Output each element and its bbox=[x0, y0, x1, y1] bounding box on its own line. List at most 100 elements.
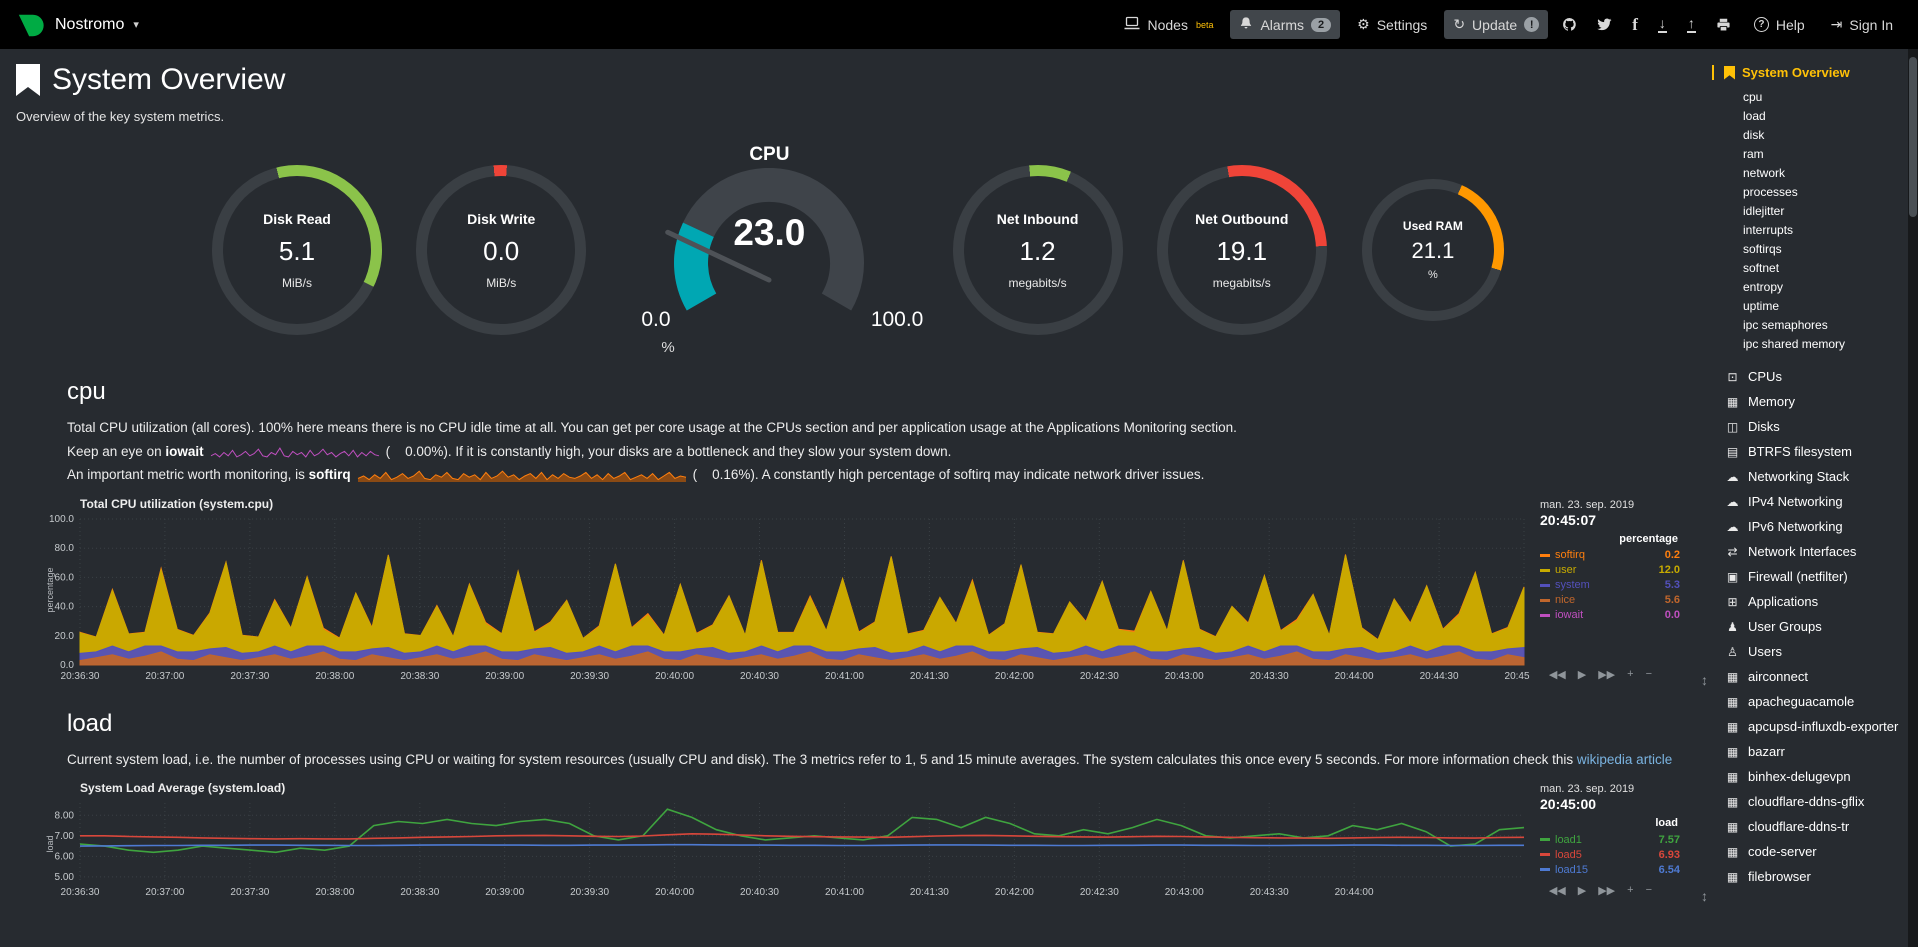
legend-row-iowait[interactable]: iowait 0.0 bbox=[1540, 608, 1680, 623]
sidebar-item-ipc-semaphores[interactable]: ipc semaphores bbox=[1743, 318, 1828, 332]
pan-forward-button[interactable]: ▶▶ bbox=[1598, 668, 1616, 681]
sidebar-item-user-groups[interactable]: ♟ User Groups bbox=[1725, 614, 1904, 639]
sidebar-item-filebrowser[interactable]: ▦ filebrowser bbox=[1725, 864, 1904, 889]
sidebar-item-bazarr[interactable]: ▦ bazarr bbox=[1725, 739, 1904, 764]
upload-snapshot-icon[interactable]: ↑ bbox=[1686, 14, 1696, 33]
gauge-unit: % bbox=[1428, 269, 1438, 281]
sidebar-item-apcupsd-influxdb-exporter[interactable]: ▦ apcupsd-influxdb-exporter bbox=[1725, 714, 1904, 739]
iowait-sparkline[interactable] bbox=[210, 446, 380, 459]
applications-icon: ⊞ bbox=[1727, 594, 1738, 609]
gauge-chart-net-inbound[interactable]: Net Inbound 1.2 megabits/s bbox=[952, 165, 1124, 335]
pan-backward-button[interactable]: ◀◀ bbox=[1548, 668, 1566, 681]
metric-name: softirq bbox=[308, 467, 351, 483]
legend-row-system[interactable]: system 5.3 bbox=[1540, 578, 1680, 593]
pan-forward-button[interactable]: ▶▶ bbox=[1598, 885, 1616, 898]
facebook-icon[interactable]: f bbox=[1632, 14, 1638, 34]
y-axis-label: load bbox=[45, 835, 55, 853]
text: ( 0.00%). If it is constantly high, your… bbox=[385, 443, 952, 459]
legend-series-value: 6.93 bbox=[1658, 848, 1680, 861]
sidebar-item-binhex-delugevpn[interactable]: ▦ binhex-delugevpn bbox=[1725, 764, 1904, 789]
sidebar-item-cloudflare-ddns-gflix[interactable]: ▦ cloudflare-ddns-gflix bbox=[1725, 789, 1904, 814]
disk-icon: ◫ bbox=[1726, 419, 1739, 434]
print-icon[interactable] bbox=[1710, 14, 1737, 36]
sidebar-item-disks[interactable]: ◫ Disks bbox=[1725, 414, 1904, 439]
sidebar-item-label: apcupsd-influxdb-exporter bbox=[1748, 718, 1899, 734]
sidebar-item-label: bazarr bbox=[1748, 743, 1785, 759]
gauge-chart-cpu[interactable]: CPU 23.0 0.0 100.0 % bbox=[619, 144, 923, 356]
sidebar-item-airconnect[interactable]: ▦ airconnect bbox=[1725, 664, 1904, 689]
sidebar-item-code-server[interactable]: ▦ code-server bbox=[1725, 839, 1904, 864]
pan-backward-button[interactable]: ◀◀ bbox=[1548, 885, 1566, 898]
sidebar-item-cpu[interactable]: cpu bbox=[1743, 90, 1763, 104]
play-button[interactable]: ▶ bbox=[1577, 885, 1587, 898]
sidebar-item-cloudflare-ddns-tr[interactable]: ▦ cloudflare-ddns-tr bbox=[1725, 814, 1904, 839]
sidebar-item-softirqs[interactable]: softirqs bbox=[1743, 242, 1782, 256]
gauge-chart-net-outbound[interactable]: Net Outbound 19.1 megabits/s bbox=[1156, 165, 1328, 335]
svg-text:20:37:00: 20:37:00 bbox=[145, 887, 184, 898]
sidebar-item-softnet[interactable]: softnet bbox=[1743, 261, 1780, 275]
sidebar-item-processes[interactable]: processes bbox=[1743, 185, 1798, 199]
gauge-chart-disk-write[interactable]: Disk Write 0.0 MiB/s bbox=[415, 165, 587, 335]
sidebar-item-system-overview[interactable]: System Overview bbox=[1712, 65, 1904, 80]
page-scrollbar[interactable] bbox=[1908, 49, 1918, 947]
sidebar-item-firewall-netfilter-[interactable]: ▣ Firewall (netfilter) bbox=[1725, 564, 1904, 589]
alarms-button[interactable]: Alarms 2 bbox=[1230, 10, 1341, 39]
sidebar-item-interrupts[interactable]: interrupts bbox=[1743, 223, 1794, 237]
netdata-logo[interactable] bbox=[16, 10, 46, 40]
sidebar-item-apacheguacamole[interactable]: ▦ apacheguacamole bbox=[1725, 689, 1904, 714]
sidebar-sections: ⊡ CPUs ▦ Memory ◫ Disks ▤ BTRFS filesystem ☁ Netw… bbox=[1712, 364, 1904, 889]
legend-row-nice[interactable]: nice 5.6 bbox=[1540, 593, 1680, 608]
zoom-in-button[interactable]: + bbox=[1627, 667, 1634, 680]
twitter-icon[interactable] bbox=[1591, 14, 1618, 35]
legend-row-load1[interactable]: load1 7.57 bbox=[1540, 832, 1680, 847]
svg-text:20:40:00: 20:40:00 bbox=[655, 671, 694, 682]
legend-row-softirq[interactable]: softirq 0.2 bbox=[1540, 548, 1680, 563]
node-name-dropdown[interactable]: Nostromo bbox=[55, 15, 125, 33]
sidebar-item-networking-stack[interactable]: ☁ Networking Stack bbox=[1725, 464, 1904, 489]
sidebar-item-applications[interactable]: ⊞ Applications bbox=[1725, 589, 1904, 614]
nodes-button[interactable]: Nodes beta bbox=[1115, 10, 1222, 39]
sidebar-item-disk[interactable]: disk bbox=[1743, 128, 1765, 142]
sidebar-item-ipc-shared-memory[interactable]: ipc shared memory bbox=[1743, 337, 1846, 351]
sidebar-item-memory[interactable]: ▦ Memory bbox=[1725, 389, 1904, 414]
gauge-chart-used-ram[interactable]: Used RAM 21.1 % bbox=[1360, 179, 1506, 321]
svg-text:60.0: 60.0 bbox=[55, 572, 75, 583]
sidebar-item-idlejitter[interactable]: idlejitter bbox=[1743, 204, 1785, 218]
legend-row-user[interactable]: user 12.0 bbox=[1540, 563, 1680, 578]
zoom-in-button[interactable]: + bbox=[1627, 884, 1634, 897]
legend-row-load5[interactable]: load5 6.93 bbox=[1540, 847, 1680, 862]
sidebar-item-network[interactable]: network bbox=[1743, 166, 1786, 180]
legend-series-value: 0.0 bbox=[1664, 609, 1680, 622]
sign-in-button[interactable]: ⇥ Sign In bbox=[1822, 10, 1902, 39]
sidebar-item-btrfs-filesystem[interactable]: ▤ BTRFS filesystem bbox=[1725, 439, 1904, 464]
chart-cpu[interactable]: Total CPU utilization (system.cpu) perce… bbox=[18, 497, 1712, 688]
update-button[interactable]: ↻ Update ! bbox=[1444, 10, 1549, 39]
chart-resize-handle[interactable]: ↕ bbox=[1701, 888, 1708, 905]
zoom-out-button[interactable]: − bbox=[1645, 884, 1652, 897]
sidebar-item-load[interactable]: load bbox=[1743, 109, 1766, 123]
github-icon[interactable] bbox=[1556, 13, 1583, 36]
sidebar-item-uptime[interactable]: uptime bbox=[1743, 299, 1780, 313]
play-button[interactable]: ▶ bbox=[1577, 668, 1587, 681]
chart-plot-area[interactable]: 8.00 7.00 6.00 5.00 20:36:30 20:37:00 20:37:30… bbox=[30, 797, 1530, 904]
sidebar-item-ipv6-networking[interactable]: ☁ IPv6 Networking bbox=[1725, 514, 1904, 539]
svg-text:6.00: 6.00 bbox=[55, 852, 75, 863]
scrollbar-thumb[interactable] bbox=[1909, 57, 1917, 217]
wikipedia-link[interactable]: wikipedia article bbox=[1576, 751, 1673, 767]
softirq-sparkline[interactable] bbox=[357, 469, 687, 483]
chart-plot-area[interactable]: 100.0 80.0 60.0 40.0 20.0 0.0 20:36:30 20:37:00… bbox=[30, 513, 1544, 688]
legend-row-load15[interactable]: load15 6.54 bbox=[1540, 862, 1680, 877]
settings-button[interactable]: ⚙ Settings bbox=[1348, 10, 1436, 39]
help-button[interactable]: ? Help bbox=[1745, 11, 1814, 39]
chart-load[interactable]: System Load Average (system.load) load 8… bbox=[18, 781, 1712, 905]
gauge-chart-disk-read[interactable]: Disk Read 5.1 MiB/s bbox=[211, 165, 383, 335]
sidebar-item-network-interfaces[interactable]: ⇄ Network Interfaces bbox=[1725, 539, 1904, 564]
zoom-out-button[interactable]: − bbox=[1645, 667, 1652, 680]
chart-resize-handle[interactable]: ↕ bbox=[1701, 671, 1708, 688]
sidebar-item-ram[interactable]: ram bbox=[1743, 147, 1764, 161]
download-snapshot-icon[interactable]: ↓ bbox=[1657, 14, 1667, 33]
sidebar-item-ipv4-networking[interactable]: ☁ IPv4 Networking bbox=[1725, 489, 1904, 514]
sidebar-item-users[interactable]: ♙ Users bbox=[1725, 639, 1904, 664]
sidebar-item-cpus[interactable]: ⊡ CPUs bbox=[1725, 364, 1904, 389]
sidebar-item-entropy[interactable]: entropy bbox=[1743, 280, 1784, 294]
